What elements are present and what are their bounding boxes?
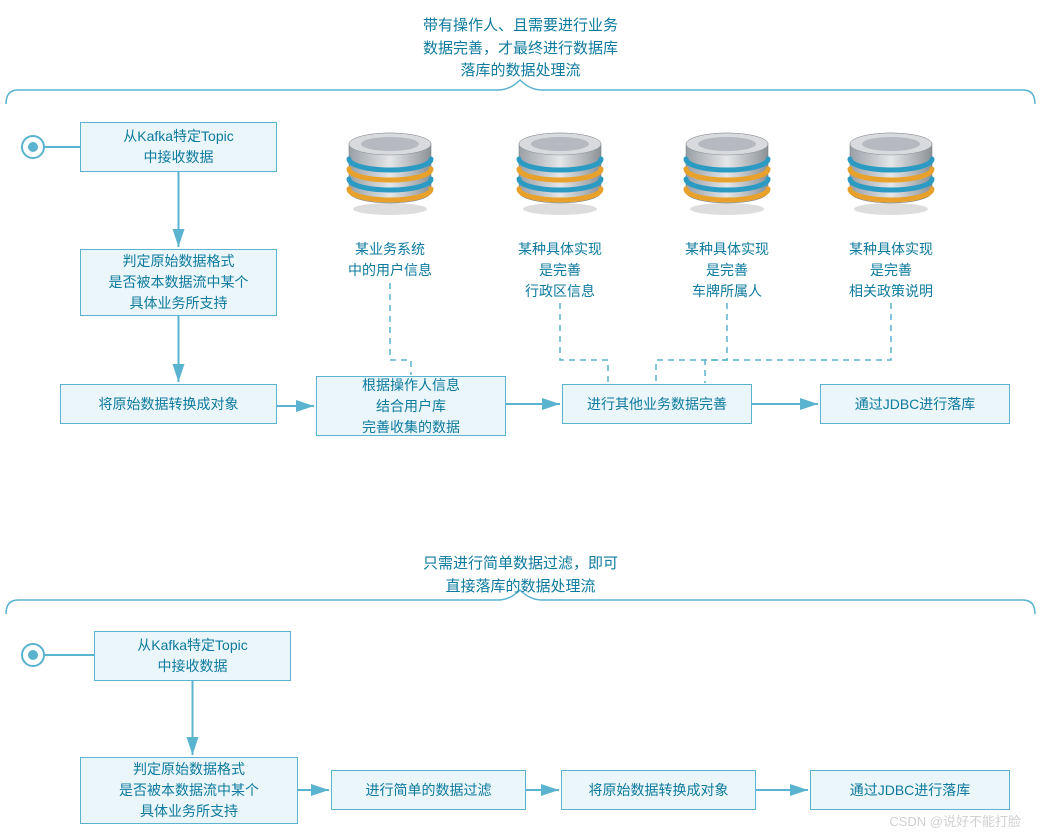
database-icon <box>850 133 932 215</box>
flow1-node-n5: 进行其他业务数据完善 <box>562 384 752 424</box>
database-icon <box>349 133 431 215</box>
flow1-node-n2: 判定原始数据格式是否被本数据流中某个具体业务所支持 <box>80 249 277 316</box>
flow2-title: 只需进行简单数据过滤，即可直接落库的数据处理流 <box>0 553 1041 598</box>
database-icon <box>686 133 768 215</box>
watermark: CSDN @说好不能打脸 <box>889 811 1021 830</box>
flow1-node-n3: 将原始数据转换成对象 <box>60 384 277 424</box>
database-icon <box>519 133 601 215</box>
flow1-node-n6: 通过JDBC进行落库 <box>820 384 1010 424</box>
db-label-3: 某种具体实现是完善相关政策说明 <box>826 239 956 302</box>
flow2-node-m3: 进行简单的数据过滤 <box>331 770 526 810</box>
flow2-node-m5: 通过JDBC进行落库 <box>810 770 1010 810</box>
flow2-node-m1: 从Kafka特定Topic中接收数据 <box>94 631 291 681</box>
db-label-1: 某种具体实现是完善行政区信息 <box>495 239 625 302</box>
db-label-0: 某业务系统中的用户信息 <box>325 239 455 281</box>
flow1-node-n4: 根据操作人信息结合用户库完善收集的数据 <box>316 376 506 436</box>
db-label-2: 某种具体实现是完善车牌所属人 <box>662 239 792 302</box>
flow2-node-m2: 判定原始数据格式是否被本数据流中某个具体业务所支持 <box>80 757 298 824</box>
flow2-node-m4: 将原始数据转换成对象 <box>561 770 756 810</box>
flow1-title: 带有操作人、且需要进行业务数据完善，才最终进行数据库落库的数据处理流 <box>0 15 1041 83</box>
flow1-node-n1: 从Kafka特定Topic中接收数据 <box>80 122 277 172</box>
